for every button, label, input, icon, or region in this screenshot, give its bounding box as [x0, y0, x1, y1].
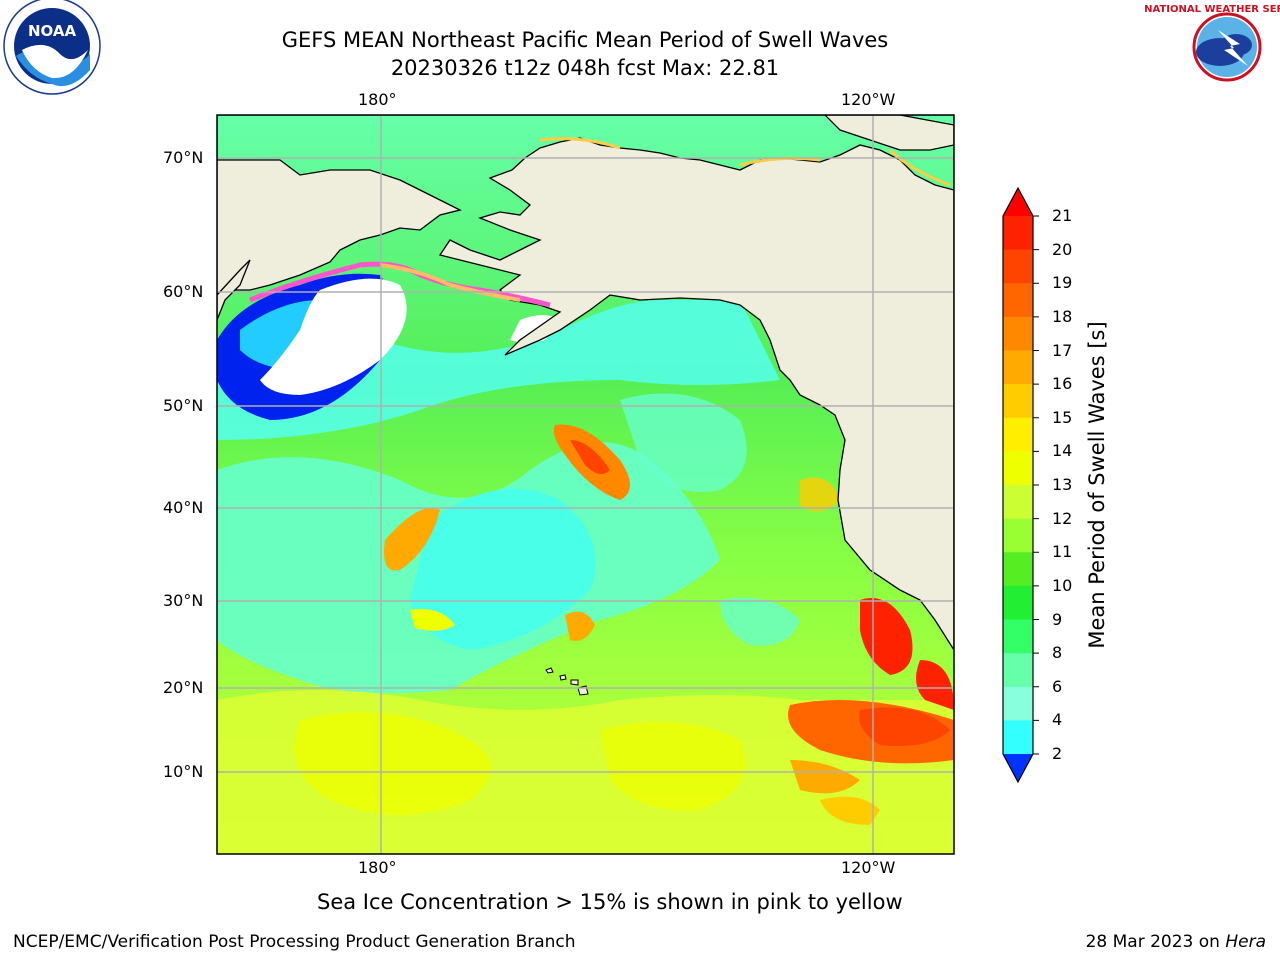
bottom-lon-label-120w: 120°W: [841, 858, 896, 877]
colorbar-tick-label: 14: [1052, 441, 1073, 461]
lat-label-40n: 40°N: [163, 498, 204, 517]
top-lon-label-120w: 120°W: [841, 90, 896, 109]
colorbar-label: Mean Period of Swell Waves [s]: [1085, 321, 1109, 649]
colorbar-band: [1003, 216, 1033, 251]
colorbar-tick-label: 21: [1052, 206, 1073, 225]
chart-subtitle: 20230326 t12z 048h fcst Max: 22.81: [390, 56, 780, 80]
colorbar-band: [1003, 518, 1033, 553]
nws-logo: NATIONAL WEATHER SERVICE: [1144, 1, 1280, 93]
kamchatka-land: [217, 259, 251, 321]
colorbar-band: [1003, 686, 1033, 721]
colorbar-band: [1003, 249, 1033, 284]
map-frame: [216, 114, 955, 855]
footer-date: 28 Mar 2023 on Hera: [1086, 932, 1266, 952]
gridlines: [217, 115, 954, 854]
footer-host: Hera: [1225, 932, 1266, 952]
sea-ice-note: Sea Ice Concentration > 15% is shown in …: [317, 890, 903, 914]
bottom-lon-label-180: 180°: [358, 858, 397, 877]
lat-label-60n: 60°N: [163, 282, 204, 301]
lat-label-50n: 50°N: [163, 396, 204, 415]
colorbar-tick-label: 6: [1052, 676, 1063, 696]
colorbar-tick-label: 18: [1052, 306, 1073, 326]
colorbar-tick-label: 10: [1052, 575, 1073, 595]
colorbar-tick-label: 19: [1052, 273, 1073, 293]
colorbar-tick-label: 4: [1052, 710, 1063, 730]
footer-date-text: 28 Mar 2023 on: [1085, 932, 1226, 952]
colorbar-band: [1003, 552, 1033, 587]
colorbar-band: [1003, 653, 1033, 688]
noaa-logo-text: NOAA: [28, 22, 77, 40]
top-lon-label-180: 180°: [358, 90, 397, 109]
nws-ring-text: NATIONAL WEATHER SERVICE: [1144, 4, 1280, 15]
map-field: [217, 115, 954, 854]
colorbar-tick-label: 8: [1052, 643, 1063, 663]
colorbar-band: [1003, 417, 1033, 452]
chart-title: GEFS MEAN Northeast Pacific Mean Period …: [281, 28, 889, 52]
colorbar-band: [1003, 283, 1033, 318]
colorbar-tick-label: 16: [1052, 374, 1073, 394]
colorbar-tick-label: 15: [1052, 407, 1073, 427]
colorbar-under-arrow: [1003, 754, 1033, 782]
arctic-island: [824, 115, 954, 151]
colorbar-band: [1003, 384, 1033, 419]
colorbar-tick-label: 12: [1052, 508, 1073, 528]
colorbar-tick-label: 13: [1052, 475, 1073, 494]
colorbar-band: [1003, 316, 1033, 351]
colorbar-tick-label: 9: [1052, 609, 1063, 629]
colorbar-tick-label: 11: [1052, 542, 1073, 562]
colorbar-band: [1003, 720, 1033, 755]
lat-label-20n: 20°N: [163, 678, 204, 697]
colorbar-band: [1003, 350, 1033, 385]
noaa-logo: NOAA: [3, 0, 101, 95]
colorbar-band: [1003, 451, 1033, 486]
colorbar-tick-label: 17: [1052, 340, 1073, 360]
lat-label-10n: 10°N: [163, 762, 204, 781]
footer-credit: NCEP/EMC/Verification Post Processing Pr…: [13, 932, 576, 952]
siberia-land: [217, 115, 462, 296]
colorbar-band: [1003, 485, 1033, 520]
colorbar-tick-label: 20: [1052, 239, 1073, 259]
colorbar-over-arrow: [1003, 188, 1033, 216]
lat-label-70n: 70°N: [163, 148, 204, 167]
hawaii-islands: [545, 667, 589, 696]
colorbar-band: [1003, 619, 1033, 654]
colorbar-band: [1003, 585, 1033, 620]
lat-label-30n: 30°N: [163, 591, 204, 610]
colorbar-tick-label: 2: [1052, 744, 1063, 763]
